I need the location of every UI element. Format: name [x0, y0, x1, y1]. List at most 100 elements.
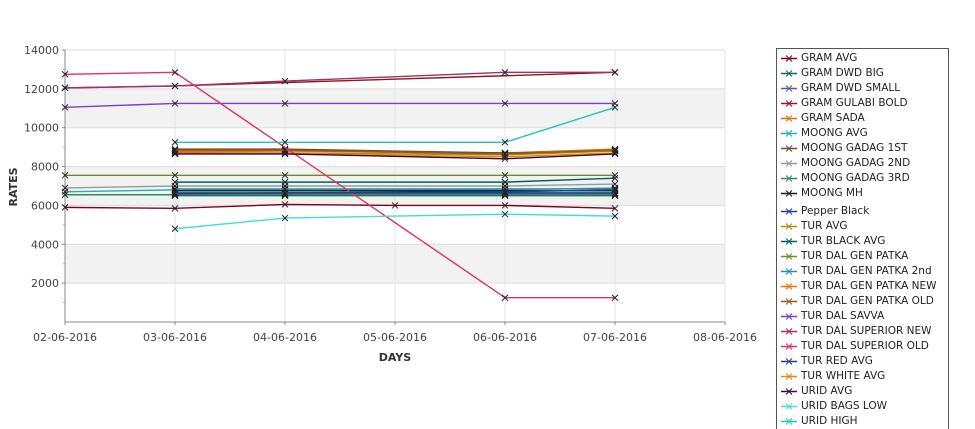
legend-item: MOONG GADAG 1ST — [777, 141, 948, 156]
data-point-marker — [171, 82, 179, 90]
legend-item: TUR DAL SUPERIOR OLD — [777, 339, 948, 354]
legend-swatch — [781, 403, 797, 410]
y-tick-label: 4000 — [31, 238, 59, 251]
legend-label: TUR DAL GEN PATKA — [801, 250, 909, 262]
legend-swatch — [781, 268, 797, 275]
legend-label: GRAM SADA — [801, 112, 865, 124]
data-point-marker — [171, 190, 179, 198]
legend-label: GRAM GULABI BOLD — [801, 97, 908, 109]
data-point-marker — [171, 178, 179, 186]
data-point-marker — [611, 68, 619, 76]
legend-label: GRAM AVG — [801, 52, 858, 64]
series-line — [175, 150, 616, 156]
data-point-marker — [171, 150, 179, 158]
series-20 — [171, 186, 619, 198]
legend-label: TUR RED AVG — [801, 355, 873, 367]
y-axis-label: RATES — [7, 167, 20, 206]
series-line — [175, 149, 616, 155]
legend-label: TUR DAL GEN PATKA NEW — [801, 280, 937, 292]
data-point-marker — [611, 212, 619, 220]
series-12 — [171, 174, 619, 186]
series-layer — [61, 68, 619, 302]
legend-label: MOONG MH — [801, 187, 863, 199]
y-tick-label: 8000 — [31, 161, 59, 174]
series-24 — [171, 103, 619, 146]
legend-item: MOONG AVG — [777, 126, 948, 141]
legend-swatch — [781, 328, 797, 335]
data-point-marker — [281, 201, 289, 208]
legend-label: URID BAGS LOW — [801, 400, 887, 412]
legend-swatch — [781, 373, 797, 380]
data-point-marker — [171, 204, 179, 212]
series-0 — [61, 201, 619, 212]
data-point-marker — [501, 150, 509, 158]
legend-swatch — [781, 223, 797, 230]
data-point-marker — [281, 138, 289, 146]
data-point-marker — [61, 103, 69, 111]
legend-label: TUR BLACK AVG — [801, 235, 886, 247]
data-point-marker — [281, 100, 289, 107]
data-point-marker — [501, 188, 509, 196]
legend-label: URID HIGH — [801, 415, 858, 427]
legend-item: MOONG GADAG 2ND — [777, 156, 948, 171]
data-point-marker — [281, 150, 289, 158]
x-tick-label: 03-06-2016 — [143, 331, 207, 344]
legend-item: TUR DAL SAVVA — [777, 309, 948, 324]
data-point-marker — [391, 202, 399, 209]
data-point-marker — [611, 171, 619, 179]
legend-item: GRAM GULABI BOLD — [777, 96, 948, 111]
legend-label: TUR DAL SUPERIOR NEW — [801, 325, 932, 337]
legend-swatch — [781, 418, 797, 425]
chart-legend: GRAM AVG GRAM DWD BIG GRAM DWD SMALL GRAM G… — [776, 48, 949, 429]
legend-swatch — [781, 298, 797, 305]
legend-item: URID HIGH — [777, 414, 948, 429]
legend-label: TUR DAL GEN PATKA 2nd — [801, 265, 932, 277]
legend-item: TUR BLACK AVG — [777, 234, 948, 249]
y-tick-label: 14000 — [24, 44, 59, 57]
legend-label: TUR DAL SUPERIOR OLD — [801, 340, 929, 352]
series-line — [174, 213, 616, 230]
data-point-marker — [501, 155, 509, 163]
legend-item: URID BAGS LOW — [777, 399, 948, 414]
x-tick-label: 02-06-2016 — [33, 331, 97, 344]
data-point-marker — [61, 70, 69, 78]
legend-label: MOONG GADAG 1ST — [801, 142, 908, 154]
data-point-marker — [171, 149, 179, 157]
data-point-marker — [501, 68, 509, 76]
legend-item: TUR AVG — [777, 219, 948, 234]
series-23 — [171, 210, 619, 233]
x-axis-ticks: 02-06-2016 03-06-2016 04-06-2016 05-06-2016… — [33, 322, 757, 344]
series-line — [64, 203, 616, 210]
data-point-marker — [171, 225, 179, 233]
legend-item: MOONG GADAG 3RD — [777, 171, 948, 186]
legend-swatch — [781, 100, 797, 107]
legend-item: GRAM SADA — [777, 111, 948, 126]
data-point-marker — [171, 185, 179, 193]
data-point-marker — [61, 171, 69, 179]
legend-swatch — [781, 85, 797, 92]
legend-label: MOONG AVG — [801, 127, 868, 139]
legend-label: Pepper Black — [801, 205, 870, 217]
data-point-marker — [611, 294, 619, 302]
legend-swatch — [781, 388, 797, 395]
series-14 — [171, 185, 619, 193]
y-tick-label: 10000 — [24, 122, 59, 135]
data-point-marker — [61, 191, 69, 199]
data-point-marker — [501, 202, 509, 209]
legend-item: Pepper Black — [777, 204, 948, 219]
legend-item: TUR DAL GEN PATKA 2nd — [777, 264, 948, 279]
legend-swatch — [781, 55, 797, 62]
series-line — [175, 153, 616, 160]
series-18 — [61, 68, 619, 92]
data-point-marker — [501, 210, 509, 218]
legend-swatch — [781, 238, 797, 245]
data-point-marker — [611, 180, 619, 188]
legend-swatch — [781, 313, 797, 320]
legend-item: GRAM DWD BIG — [777, 66, 948, 81]
legend-label: GRAM DWD BIG — [801, 67, 884, 79]
legend-swatch — [781, 70, 797, 77]
data-point-marker — [61, 84, 69, 92]
x-tick-label: 06-06-2016 — [473, 331, 537, 344]
legend-swatch — [781, 358, 797, 365]
